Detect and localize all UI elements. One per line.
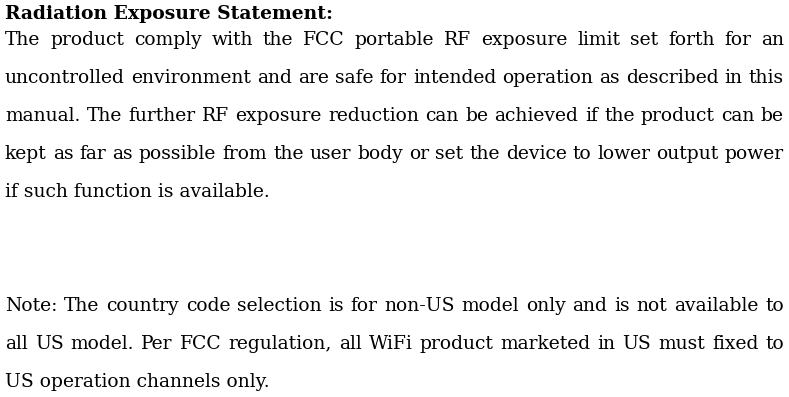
Text: described: described — [626, 69, 719, 87]
Text: far: far — [80, 145, 107, 164]
Text: country: country — [107, 297, 179, 315]
Text: user: user — [309, 145, 351, 164]
Text: FCC: FCC — [303, 31, 345, 49]
Text: available: available — [674, 297, 758, 315]
Text: FCC: FCC — [180, 335, 221, 353]
Text: limit: limit — [577, 31, 620, 49]
Text: non-US: non-US — [384, 297, 455, 315]
Text: achieved: achieved — [495, 108, 578, 125]
Text: for: for — [350, 297, 378, 315]
Text: RF: RF — [202, 108, 229, 125]
Text: and: and — [257, 69, 292, 87]
Text: reduction: reduction — [328, 108, 419, 125]
Text: body: body — [357, 145, 403, 164]
Text: US operation channels only.: US operation channels only. — [5, 374, 270, 391]
Text: portable: portable — [354, 31, 434, 49]
Text: possible: possible — [139, 145, 216, 164]
Text: is: is — [328, 297, 344, 315]
Text: can: can — [721, 108, 754, 125]
Text: this: this — [749, 69, 784, 87]
Text: as: as — [53, 145, 73, 164]
Text: The: The — [64, 297, 99, 315]
Text: product: product — [50, 31, 124, 49]
Text: an: an — [761, 31, 784, 49]
Text: forth: forth — [667, 31, 714, 49]
Text: not: not — [637, 297, 667, 315]
Text: product: product — [419, 335, 493, 353]
Text: comply: comply — [134, 31, 202, 49]
Text: US: US — [623, 335, 651, 353]
Text: set: set — [630, 31, 658, 49]
Text: RF: RF — [444, 31, 471, 49]
Text: for: for — [380, 69, 406, 87]
Text: to: to — [573, 145, 592, 164]
Text: from: from — [222, 145, 267, 164]
Text: further: further — [129, 108, 196, 125]
Text: and: and — [573, 297, 608, 315]
Text: US: US — [35, 335, 63, 353]
Text: uncontrolled: uncontrolled — [5, 69, 125, 87]
Text: product: product — [641, 108, 715, 125]
Text: Note:: Note: — [5, 297, 58, 315]
Text: WiFi: WiFi — [368, 335, 413, 353]
Text: model.: model. — [70, 335, 134, 353]
Text: selection: selection — [237, 297, 322, 315]
Text: be: be — [761, 108, 784, 125]
Text: safe: safe — [335, 69, 373, 87]
Text: environment: environment — [131, 69, 251, 87]
Text: is: is — [614, 297, 630, 315]
Text: can: can — [425, 108, 459, 125]
Text: lower: lower — [597, 145, 651, 164]
Text: or: or — [409, 145, 429, 164]
Text: code: code — [185, 297, 230, 315]
Text: if: if — [585, 108, 598, 125]
Text: fixed: fixed — [712, 335, 758, 353]
Text: the: the — [604, 108, 634, 125]
Text: kept: kept — [5, 145, 47, 164]
Text: The: The — [5, 31, 40, 49]
Text: regulation,: regulation, — [228, 335, 331, 353]
Text: in: in — [725, 69, 742, 87]
Text: to: to — [765, 335, 784, 353]
Text: output: output — [656, 145, 719, 164]
Text: model: model — [462, 297, 519, 315]
Text: the: the — [263, 31, 294, 49]
Text: must: must — [658, 335, 705, 353]
Text: exposure: exposure — [235, 108, 322, 125]
Text: operation: operation — [503, 69, 593, 87]
Text: power: power — [725, 145, 784, 164]
Text: all: all — [5, 335, 28, 353]
Text: only: only — [526, 297, 566, 315]
Text: with: with — [211, 31, 253, 49]
Text: intended: intended — [413, 69, 496, 87]
Text: Radiation Exposure Statement:: Radiation Exposure Statement: — [5, 5, 333, 23]
Text: device: device — [506, 145, 567, 164]
Text: manual.: manual. — [5, 108, 80, 125]
Text: exposure: exposure — [481, 31, 567, 49]
Text: for: for — [724, 31, 751, 49]
Text: if such function is available.: if such function is available. — [5, 183, 270, 201]
Text: as: as — [112, 145, 133, 164]
Text: Per: Per — [141, 335, 173, 353]
Text: set: set — [435, 145, 463, 164]
Text: marketed: marketed — [500, 335, 590, 353]
Text: all: all — [338, 335, 361, 353]
Text: as: as — [599, 69, 620, 87]
Text: the: the — [273, 145, 304, 164]
Text: are: are — [298, 69, 329, 87]
Text: to: to — [765, 297, 784, 315]
Text: be: be — [466, 108, 488, 125]
Text: in: in — [597, 335, 615, 353]
Text: The: The — [87, 108, 122, 125]
Text: the: the — [469, 145, 499, 164]
